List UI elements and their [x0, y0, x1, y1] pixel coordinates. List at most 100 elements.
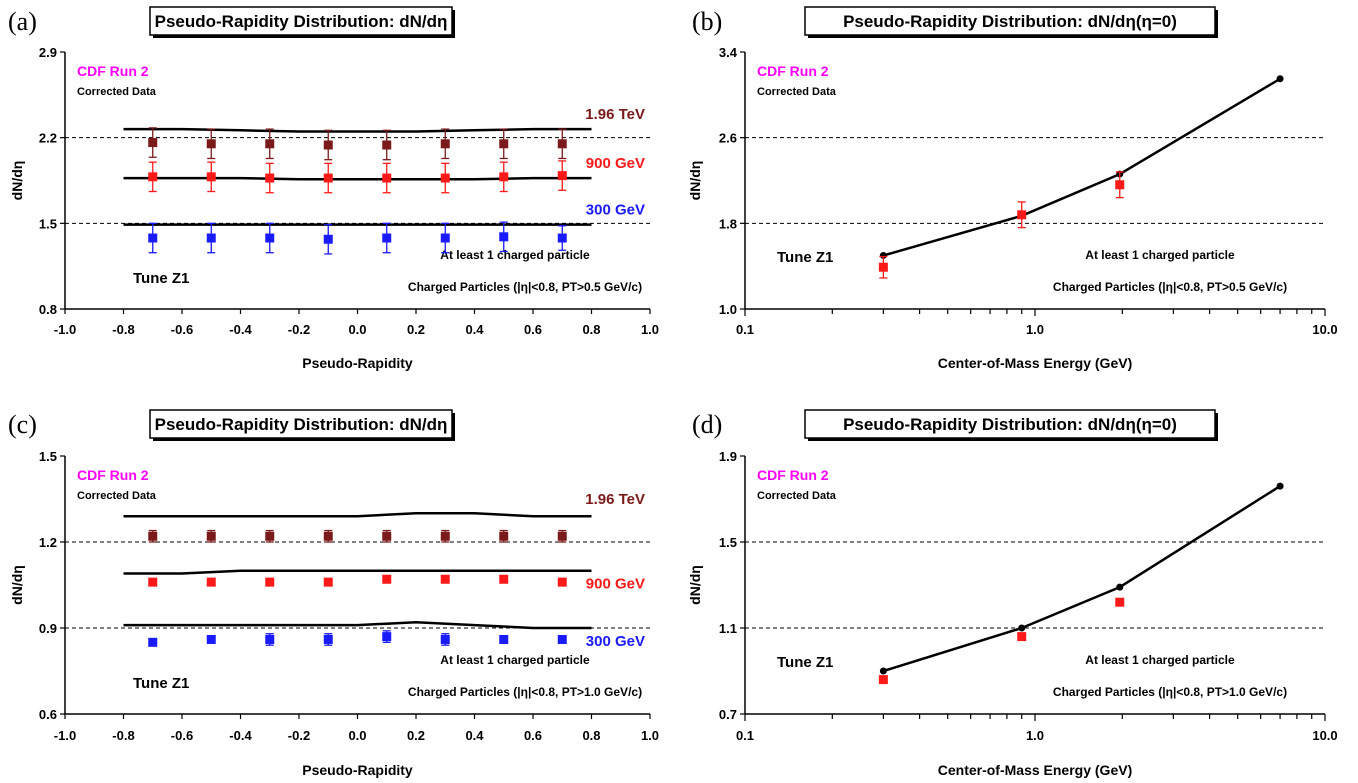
chart-panel-1: (a) Pseudo-Rapidity Distribution: dN/dη 0.… — [8, 6, 659, 371]
y-tick-label: 1.9 — [719, 449, 737, 464]
experiment-label: CDF Run 2 — [757, 467, 829, 483]
data-point — [265, 634, 275, 644]
data-point — [382, 531, 392, 541]
data-point — [557, 233, 567, 243]
x-tick-label: 1.0 — [641, 322, 659, 337]
y-tick-label: 1.0 — [719, 302, 737, 317]
data-point — [265, 173, 275, 183]
data-point — [148, 233, 158, 243]
x-axis-label: Center-of-Mass Energy (GeV) — [938, 355, 1132, 371]
note-label: At least 1 charged particle — [440, 248, 590, 262]
y-axis-label: dN/dη — [9, 565, 25, 605]
data-point — [557, 577, 567, 587]
data-point — [206, 139, 216, 149]
y-tick-label: 1.1 — [719, 621, 737, 636]
chart-title: Pseudo-Rapidity Distribution: dN/dη(η=0) — [843, 12, 1177, 31]
model-line — [123, 569, 592, 575]
data-point — [382, 233, 392, 243]
data-point — [499, 634, 509, 644]
data-point — [499, 139, 509, 149]
x-tick-label: 0.1 — [736, 728, 754, 743]
data-point — [1115, 180, 1125, 190]
data-point — [499, 172, 509, 182]
note-label: Charged Particles (|η|<0.8, PT>1.0 GeV/c… — [408, 685, 642, 699]
data-point — [265, 139, 275, 149]
data-point — [206, 634, 216, 644]
experiment-label: CDF Run 2 — [757, 63, 829, 79]
data-point — [148, 172, 158, 182]
x-tick-label: 10.0 — [1312, 322, 1337, 337]
data-point — [265, 531, 275, 541]
data-point — [440, 233, 450, 243]
data-point — [323, 140, 333, 150]
y-axis-label: dN/dη — [687, 161, 703, 201]
data-point — [440, 634, 450, 644]
data-point — [382, 173, 392, 183]
data-point — [265, 577, 275, 587]
x-tick-label: 1.0 — [1026, 322, 1044, 337]
data-point — [557, 531, 567, 541]
data-point — [499, 531, 509, 541]
x-tick-label: 0.2 — [407, 728, 425, 743]
y-tick-label: 1.5 — [719, 535, 737, 550]
y-tick-label: 1.8 — [719, 216, 737, 231]
data-point — [440, 139, 450, 149]
model-line — [123, 512, 592, 518]
series-label: 1.96 TeV — [585, 491, 645, 508]
data-point — [382, 574, 392, 584]
x-tick-label: -0.4 — [229, 728, 252, 743]
chart-panel-2: (b) Pseudo-Rapidity Distribution: dN/dη(η… — [687, 6, 1338, 371]
y-tick-label: 0.9 — [39, 621, 57, 636]
y-tick-label: 2.9 — [39, 45, 57, 60]
model-point — [1116, 583, 1124, 591]
model-point — [1276, 75, 1284, 83]
y-tick-label: 1.5 — [39, 449, 57, 464]
y-tick-label: 3.4 — [719, 45, 738, 60]
model-point — [879, 667, 887, 675]
x-tick-label: 10.0 — [1312, 728, 1337, 743]
experiment-label: CDF Run 2 — [77, 467, 149, 483]
y-axis-label: dN/dη — [9, 161, 25, 201]
data-point — [1017, 210, 1027, 220]
data-point — [382, 140, 392, 150]
data-point — [557, 139, 567, 149]
model-line — [123, 127, 592, 133]
tune-label: Tune Z1 — [133, 675, 189, 692]
y-tick-label: 0.8 — [39, 302, 57, 317]
panel-letter: (a) — [8, 7, 37, 36]
model-line — [123, 621, 592, 630]
x-tick-label: 0.0 — [348, 728, 366, 743]
y-tick-label: 1.2 — [39, 535, 57, 550]
chart-title: Pseudo-Rapidity Distribution: dN/dη — [155, 12, 448, 31]
x-tick-label: -0.8 — [112, 322, 134, 337]
data-point — [440, 173, 450, 183]
x-tick-label: 0.0 — [348, 322, 366, 337]
x-tick-label: 0.6 — [524, 728, 542, 743]
note-label: Charged Particles (|η|<0.8, PT>1.0 GeV/c… — [1053, 685, 1287, 699]
chart-panel-4: (d) Pseudo-Rapidity Distribution: dN/dη(η… — [687, 409, 1338, 778]
panel-letter: (c) — [8, 410, 37, 439]
x-tick-label: 0.1 — [736, 322, 754, 337]
data-point — [148, 138, 158, 148]
data-point — [206, 531, 216, 541]
data-point — [499, 232, 509, 242]
data-point — [878, 675, 888, 685]
series-label: 1.96 TeV — [585, 106, 645, 123]
title-box — [804, 409, 1216, 439]
chart-title: Pseudo-Rapidity Distribution: dN/dη(η=0) — [843, 415, 1177, 434]
panel-letter: (d) — [692, 410, 722, 439]
x-tick-label: -0.4 — [229, 322, 252, 337]
panel-letter: (b) — [692, 7, 722, 36]
data-label: Corrected Data — [757, 86, 837, 98]
x-tick-label: 0.4 — [465, 728, 484, 743]
x-tick-label: 0.8 — [582, 322, 600, 337]
data-point — [440, 531, 450, 541]
model-line — [883, 77, 1281, 257]
model-point — [879, 251, 887, 259]
x-tick-label: 0.6 — [524, 322, 542, 337]
data-label: Corrected Data — [77, 490, 157, 502]
data-point — [440, 574, 450, 584]
tune-label: Tune Z1 — [777, 249, 833, 266]
x-tick-label: -0.6 — [171, 728, 193, 743]
model-line — [883, 485, 1281, 673]
